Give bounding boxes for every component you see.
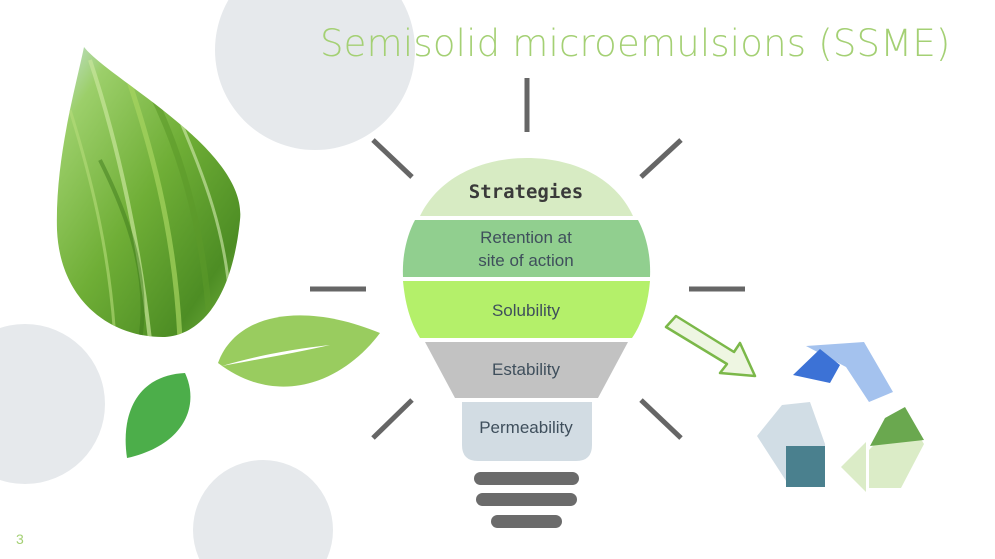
bulb-layer-solubility: [403, 281, 650, 338]
bulb-label-solubility: Solubility: [491, 301, 561, 320]
decor-circle-top: [215, 0, 415, 150]
arrow-right-icon: [664, 314, 757, 378]
bulb-heading: Strategies: [468, 181, 584, 203]
bulb-top: [420, 158, 633, 216]
bulb-layer-retention: [402, 220, 651, 277]
bulb-base: [474, 472, 579, 528]
bulb-layer-estability: [425, 342, 628, 398]
bulb-label-retention: Retention at site of action: [420, 226, 632, 272]
decor-circle-left: [0, 324, 105, 484]
slide-title: Semisolid microemulsions (SSME): [320, 22, 951, 65]
bulb-rays: [310, 78, 745, 440]
bulb-layer-permeability: [462, 402, 592, 461]
decor-circle-bottom: [193, 460, 333, 559]
bulb-label-retention-line2: site of action: [478, 251, 574, 270]
leaf-icon-small: [125, 373, 191, 458]
wheat-leaf-image: [56, 47, 241, 338]
recycle-icon: [757, 342, 924, 492]
page-number: 3: [16, 531, 24, 547]
bulb-label-permeability: Permeability: [479, 418, 573, 437]
bulb-label-retention-line1: Retention at: [480, 228, 572, 247]
leaf-vein: [222, 345, 330, 366]
bulb-label-estability: Estability: [491, 360, 561, 379]
